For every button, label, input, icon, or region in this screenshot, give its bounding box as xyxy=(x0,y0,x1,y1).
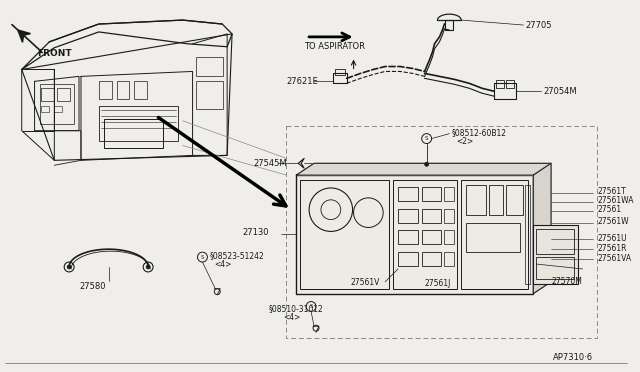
Text: §08523-51242: §08523-51242 xyxy=(209,251,264,260)
Bar xyxy=(496,80,504,88)
Polygon shape xyxy=(18,30,31,42)
Text: <4>: <4> xyxy=(284,313,301,322)
Text: S: S xyxy=(425,136,428,141)
Bar xyxy=(444,209,454,222)
Bar xyxy=(99,106,178,141)
Text: 27705: 27705 xyxy=(525,20,552,29)
Bar xyxy=(444,187,454,201)
Bar xyxy=(57,88,70,101)
Bar xyxy=(536,257,574,279)
Text: 27054M: 27054M xyxy=(543,87,577,96)
Bar xyxy=(335,70,345,76)
Bar xyxy=(196,81,223,109)
Text: <2>: <2> xyxy=(456,137,474,146)
Text: 27130: 27130 xyxy=(242,228,268,237)
Bar xyxy=(444,230,454,244)
Circle shape xyxy=(425,162,429,166)
Bar xyxy=(422,209,442,222)
Bar xyxy=(422,252,442,266)
Text: FRONT: FRONT xyxy=(38,49,72,58)
Bar xyxy=(489,185,502,215)
Bar xyxy=(393,180,457,289)
Bar xyxy=(398,252,418,266)
Bar xyxy=(40,84,74,124)
Circle shape xyxy=(67,265,71,269)
Text: §08512-60B12: §08512-60B12 xyxy=(451,128,506,137)
Bar xyxy=(506,185,524,215)
Bar xyxy=(445,20,453,30)
Bar xyxy=(525,185,531,284)
Bar xyxy=(422,230,442,244)
Bar xyxy=(494,83,515,99)
Bar xyxy=(398,230,418,244)
Bar xyxy=(116,81,129,99)
Text: 27561U: 27561U xyxy=(598,234,627,243)
Bar xyxy=(42,88,54,101)
Bar xyxy=(134,81,147,99)
Text: 27561VA: 27561VA xyxy=(598,254,632,263)
Text: TO ASPIRATOR: TO ASPIRATOR xyxy=(304,42,365,51)
Bar xyxy=(461,180,529,289)
Bar xyxy=(104,119,163,148)
Text: S: S xyxy=(309,304,313,309)
Bar xyxy=(533,225,578,284)
Bar xyxy=(300,180,389,289)
Polygon shape xyxy=(533,163,551,294)
Bar xyxy=(196,57,223,76)
Text: 27561WA: 27561WA xyxy=(598,196,634,205)
Text: 27570M: 27570M xyxy=(551,277,582,286)
Text: 27561J: 27561J xyxy=(425,279,451,288)
Text: S: S xyxy=(201,254,204,260)
Text: 27545M: 27545M xyxy=(254,159,287,168)
Text: §08510-31012: §08510-31012 xyxy=(269,304,323,313)
Text: 27580: 27580 xyxy=(79,282,106,291)
Bar xyxy=(286,126,598,338)
Bar xyxy=(506,80,513,88)
Text: 27561V: 27561V xyxy=(351,278,380,287)
Bar xyxy=(296,175,533,294)
Text: 27561T: 27561T xyxy=(598,187,626,196)
Bar xyxy=(333,73,347,83)
Bar xyxy=(466,185,486,215)
Text: 27561R: 27561R xyxy=(598,244,627,253)
Bar xyxy=(54,106,62,112)
Bar xyxy=(398,209,418,222)
Bar xyxy=(466,222,520,252)
Bar xyxy=(444,252,454,266)
Bar xyxy=(536,230,574,254)
Text: AP7310·6: AP7310·6 xyxy=(553,353,593,362)
Polygon shape xyxy=(296,163,551,175)
Bar xyxy=(99,81,111,99)
Text: <4>: <4> xyxy=(214,260,232,269)
Bar xyxy=(398,187,418,201)
Circle shape xyxy=(146,265,150,269)
Text: 27561W: 27561W xyxy=(598,217,629,226)
Text: 27621E: 27621E xyxy=(286,77,318,86)
Text: 27561: 27561 xyxy=(598,205,621,214)
Bar xyxy=(42,106,49,112)
Bar xyxy=(422,187,442,201)
